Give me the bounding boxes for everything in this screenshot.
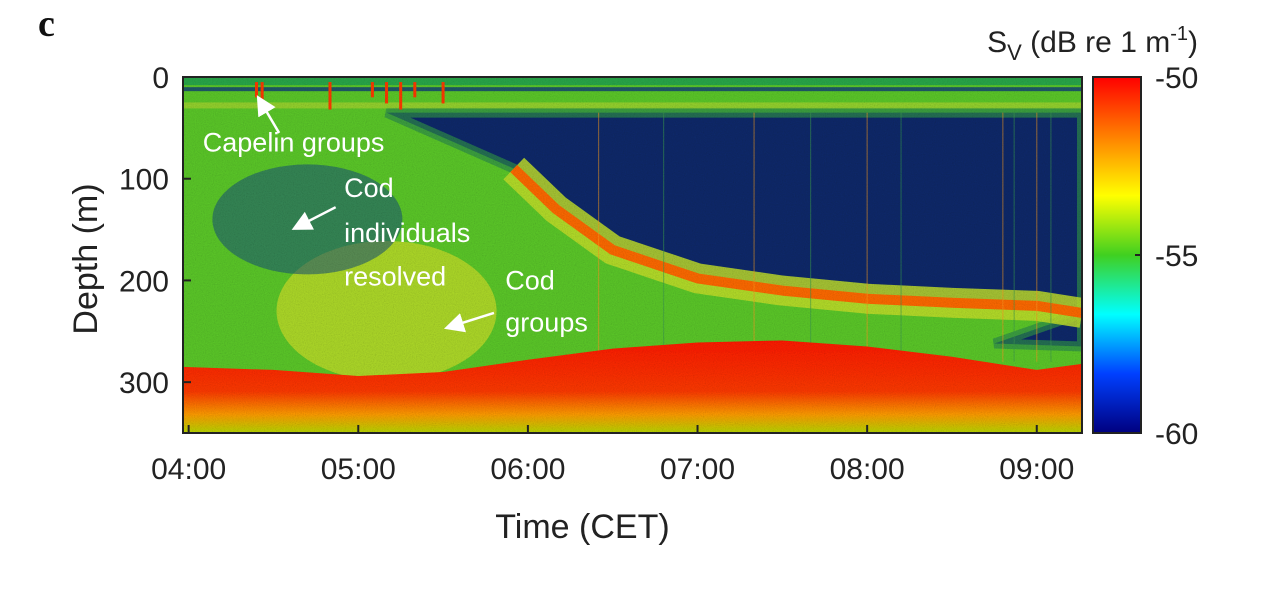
echogram-speckled xyxy=(183,77,1082,433)
colorbar-tick-label: -55 xyxy=(1155,240,1198,273)
annotation-label: groups xyxy=(505,307,588,337)
colorbar-label: SV (dB re 1 m-1) xyxy=(987,23,1198,65)
axes: 04:00 05:00 06:00 07:00 08:00 09:00 0 100 200 300… xyxy=(67,62,1074,546)
colorbar: -50 -55 -60 SV (dB re 1 m-1) xyxy=(987,23,1198,451)
annotation-arrow xyxy=(443,311,495,333)
colorbar-tick-label: -60 xyxy=(1155,418,1198,451)
colorbar-tick-label: -50 xyxy=(1155,62,1198,95)
x-tick-label: 06:00 xyxy=(490,453,565,486)
surface-line-2 xyxy=(183,102,1082,109)
plot-frame xyxy=(182,76,1083,434)
y-tick-label: 300 xyxy=(119,367,169,400)
surface-line-1 xyxy=(183,87,1082,92)
x-tick-label: 08:00 xyxy=(830,453,905,486)
annotation-arrow xyxy=(291,206,337,230)
seabed-echo xyxy=(183,340,1082,433)
dense-backscatter-patch xyxy=(276,240,497,381)
annotation-label: individuals xyxy=(344,218,470,248)
cod-group-band xyxy=(510,164,1082,318)
surface-band xyxy=(183,77,1082,86)
y-axis-title: Depth (m) xyxy=(67,183,105,334)
y-tick-label: 200 xyxy=(119,265,169,298)
annotation-label: Capelin groups xyxy=(203,127,385,157)
x-tick-label: 04:00 xyxy=(151,453,226,486)
x-tick-label: 05:00 xyxy=(321,453,396,486)
annotation-label: resolved xyxy=(344,262,446,292)
y-tick-label: 0 xyxy=(152,62,169,95)
x-tick-label: 09:00 xyxy=(999,453,1074,486)
annotation-arrow xyxy=(256,95,281,134)
annotations: Capelin groups Cod individuals resolved Cod g… xyxy=(203,95,588,337)
x-axis-title: Time (CET) xyxy=(495,508,669,546)
x-tick-label: 07:00 xyxy=(660,453,735,486)
echogram-plot xyxy=(183,77,1082,433)
y-tick-label: 100 xyxy=(119,164,169,197)
annotation-label: Cod xyxy=(344,173,394,203)
annotation-label: Cod xyxy=(505,266,555,296)
panel-label: c xyxy=(38,3,55,45)
colorbar-scale xyxy=(1092,76,1142,434)
